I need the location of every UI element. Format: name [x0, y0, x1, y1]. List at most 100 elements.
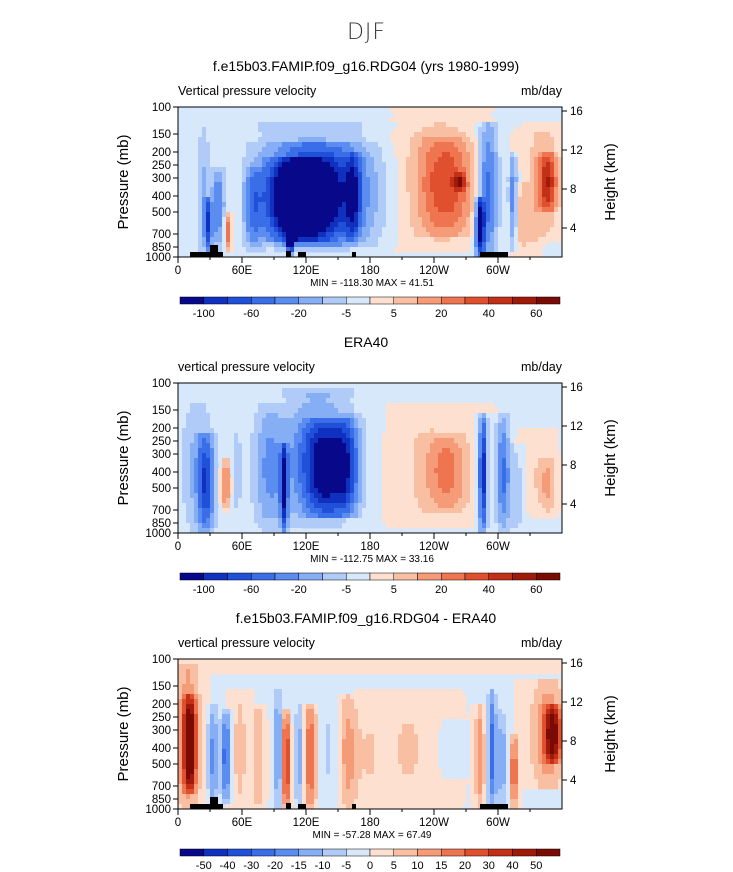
- field-cell: [498, 172, 503, 178]
- field-cell: [326, 453, 331, 459]
- field-cell: [294, 493, 299, 499]
- field-cell: [218, 523, 223, 529]
- field-cell: [450, 473, 455, 479]
- field-cell: [362, 468, 367, 474]
- field-cell: [470, 142, 475, 148]
- field-cell: [186, 182, 191, 188]
- field-cell: [182, 232, 187, 238]
- field-cell: [202, 137, 207, 143]
- field-cell: [234, 167, 239, 173]
- field-cell: [418, 393, 423, 399]
- field-cell: [258, 413, 263, 419]
- field-cell: [186, 443, 191, 449]
- field-cell: [470, 187, 475, 193]
- field-cell: [430, 518, 435, 524]
- field-cell: [458, 157, 463, 163]
- field-cell: [310, 247, 315, 253]
- field-cell: [230, 212, 235, 218]
- field-cell: [502, 232, 507, 238]
- field-cell: [218, 222, 223, 228]
- field-cell: [538, 232, 543, 238]
- field-cell: [486, 247, 491, 253]
- field-cell: [518, 157, 523, 163]
- field-cell: [282, 217, 287, 223]
- field-cell: [334, 207, 339, 213]
- field-cell: [218, 147, 223, 153]
- field-cell: [554, 207, 559, 213]
- field-cell: [454, 177, 459, 183]
- field-cell: [362, 463, 367, 469]
- field-cell: [190, 403, 195, 409]
- field-cell: [446, 212, 451, 218]
- field-cell: [458, 383, 463, 389]
- field-cell: [262, 443, 267, 449]
- field-cell: [290, 393, 295, 399]
- field-cell: [270, 117, 275, 123]
- field-cell: [430, 443, 435, 449]
- field-cell: [442, 393, 447, 399]
- field-cell: [218, 403, 223, 409]
- field-cell: [462, 232, 467, 238]
- field-cell: [470, 157, 475, 163]
- field-cell: [494, 187, 499, 193]
- field-cell: [354, 167, 359, 173]
- field-cell: [370, 403, 375, 409]
- field-cell: [342, 418, 347, 424]
- field-cell: [182, 423, 187, 429]
- field-cell: [182, 398, 187, 404]
- field-cell: [382, 162, 387, 168]
- field-cell: [246, 408, 251, 414]
- field-cell: [362, 187, 367, 193]
- field-cell: [482, 227, 487, 233]
- field-cell: [334, 232, 339, 238]
- field-cell: [478, 182, 483, 188]
- field-cell: [390, 443, 395, 449]
- field-cell: [394, 393, 399, 399]
- field-cell: [246, 438, 251, 444]
- field-cell: [362, 523, 367, 529]
- field-cell: [418, 408, 423, 414]
- field-cell: [534, 242, 539, 248]
- field-cell: [394, 212, 399, 218]
- field-cell: [386, 523, 391, 529]
- field-cell: [442, 523, 447, 529]
- field-cell: [234, 418, 239, 424]
- field-cell: [410, 388, 415, 394]
- field-cell: [374, 157, 379, 163]
- field-cell: [254, 403, 259, 409]
- field-cell: [334, 147, 339, 153]
- field-cell: [414, 523, 419, 529]
- colorbar-swatch: [346, 296, 371, 305]
- field-cell: [434, 478, 439, 484]
- field-cell: [254, 197, 259, 203]
- field-cell: [314, 147, 319, 153]
- field-cell: [398, 523, 403, 529]
- field-cell: [314, 388, 319, 394]
- field-cell: [202, 478, 207, 484]
- field-cell: [238, 242, 243, 248]
- field-cell: [374, 192, 379, 198]
- field-cell: [186, 197, 191, 203]
- field-cell: [402, 217, 407, 223]
- field-cell: [398, 247, 403, 253]
- field-cell: [314, 157, 319, 163]
- field-cell: [226, 232, 231, 238]
- field-cell: [350, 398, 355, 404]
- field-cell: [214, 117, 219, 123]
- field-cell: [182, 388, 187, 394]
- field-cell: [458, 493, 463, 499]
- field-cell: [298, 453, 303, 459]
- field-cell: [434, 488, 439, 494]
- field-cell: [198, 152, 203, 158]
- field-cell: [482, 222, 487, 228]
- field-cell: [306, 438, 311, 444]
- field-cell: [226, 167, 231, 173]
- field-cell: [286, 117, 291, 123]
- field-cell: [394, 192, 399, 198]
- field-cell: [330, 428, 335, 434]
- field-cell: [494, 122, 499, 128]
- field-cell: [294, 388, 299, 394]
- field-cell: [486, 242, 491, 248]
- field-cell: [370, 197, 375, 203]
- field-cell: [394, 498, 399, 504]
